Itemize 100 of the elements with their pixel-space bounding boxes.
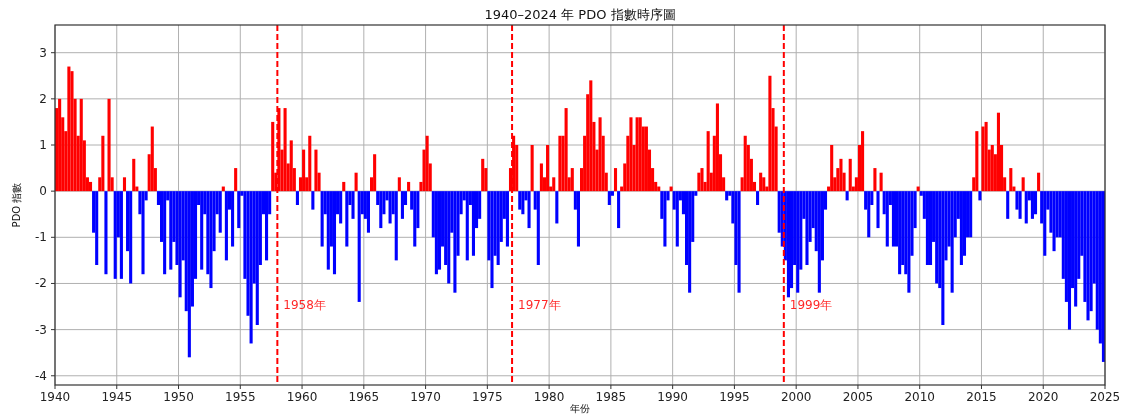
- ref-line-label: 1977年: [518, 297, 561, 312]
- bar: [1052, 191, 1056, 252]
- bar: [505, 191, 509, 247]
- bar: [295, 191, 299, 205]
- bar: [839, 158, 843, 192]
- bar: [320, 191, 324, 247]
- bar: [613, 168, 618, 192]
- bar: [357, 191, 361, 302]
- bar: [150, 126, 154, 192]
- bar: [663, 191, 667, 247]
- bar: [249, 191, 253, 344]
- bar: [326, 191, 330, 270]
- x-tick-label: 2025: [1089, 390, 1121, 404]
- bar: [768, 75, 772, 192]
- bar: [345, 191, 349, 247]
- bar: [867, 191, 871, 238]
- bar: [570, 168, 574, 192]
- bar: [1018, 191, 1022, 219]
- bar: [434, 191, 438, 275]
- bar: [88, 181, 93, 192]
- bar: [1006, 191, 1010, 219]
- x-tick-label: 2000: [780, 390, 812, 404]
- bar: [743, 135, 747, 192]
- bar: [1043, 191, 1047, 256]
- bar: [122, 177, 127, 192]
- x-tick-label: 1965: [348, 390, 380, 404]
- bar: [635, 117, 639, 192]
- bar: [715, 103, 719, 192]
- bar: [132, 158, 136, 192]
- bar: [218, 191, 222, 233]
- x-tick-label: 1945: [101, 390, 133, 404]
- bar: [950, 191, 954, 293]
- bar: [437, 191, 442, 270]
- y-tick-label: 3: [39, 45, 47, 60]
- bar: [981, 126, 985, 192]
- bar: [366, 191, 370, 233]
- bar: [465, 191, 469, 261]
- x-tick-label: 2010: [904, 390, 935, 404]
- bar: [861, 131, 865, 192]
- x-tick-label: 2020: [1027, 390, 1059, 404]
- bar: [697, 172, 701, 192]
- bar: [67, 66, 71, 192]
- bar: [354, 172, 358, 192]
- bar: [481, 158, 485, 192]
- bar: [978, 191, 982, 201]
- x-tick-label: 1960: [286, 390, 318, 404]
- bar: [283, 108, 287, 192]
- bar: [1021, 177, 1025, 192]
- bar: [552, 177, 556, 192]
- bar: [58, 98, 62, 192]
- ref-line-label: 1999年: [789, 297, 833, 312]
- bar: [79, 98, 83, 192]
- bar: [187, 191, 191, 358]
- bar: [453, 191, 457, 293]
- bar: [289, 140, 293, 192]
- bar: [898, 191, 902, 275]
- bar: [873, 168, 877, 192]
- bar: [163, 191, 167, 275]
- bar: [617, 191, 621, 229]
- bar: [178, 191, 182, 298]
- bar: [845, 191, 849, 201]
- y-tick-label: -1: [35, 230, 47, 245]
- bar: [638, 117, 642, 192]
- bar: [848, 158, 852, 192]
- bar: [400, 191, 404, 219]
- bar: [518, 191, 522, 210]
- bar: [805, 191, 809, 265]
- bar: [200, 191, 204, 270]
- bar: [536, 191, 540, 265]
- bar: [1030, 191, 1034, 219]
- bar: [969, 191, 973, 238]
- bar: [527, 191, 531, 229]
- bar: [756, 191, 760, 205]
- bar: [796, 191, 800, 293]
- bar: [141, 191, 145, 275]
- x-tick-label: 1940: [39, 390, 71, 404]
- bar: [941, 191, 945, 325]
- bar: [407, 181, 411, 192]
- bar: [314, 149, 318, 192]
- bar: [759, 172, 763, 192]
- bar: [425, 135, 429, 192]
- bar: [413, 191, 417, 247]
- bar: [737, 191, 741, 293]
- bar: [786, 191, 790, 298]
- bar: [224, 191, 228, 261]
- y-tick-label: -2: [35, 276, 47, 291]
- bar: [308, 135, 312, 192]
- x-tick-label: 1980: [533, 390, 565, 404]
- bar: [629, 117, 633, 192]
- bar: [558, 135, 562, 192]
- bar: [1086, 191, 1090, 321]
- bar: [959, 191, 963, 265]
- bar: [907, 191, 911, 293]
- bar: [101, 135, 105, 192]
- bar: [373, 154, 377, 192]
- bar: [265, 191, 269, 261]
- x-tick-label: 1955: [225, 390, 256, 404]
- bar: [388, 191, 392, 224]
- bar: [935, 191, 939, 284]
- bar: [1033, 191, 1038, 215]
